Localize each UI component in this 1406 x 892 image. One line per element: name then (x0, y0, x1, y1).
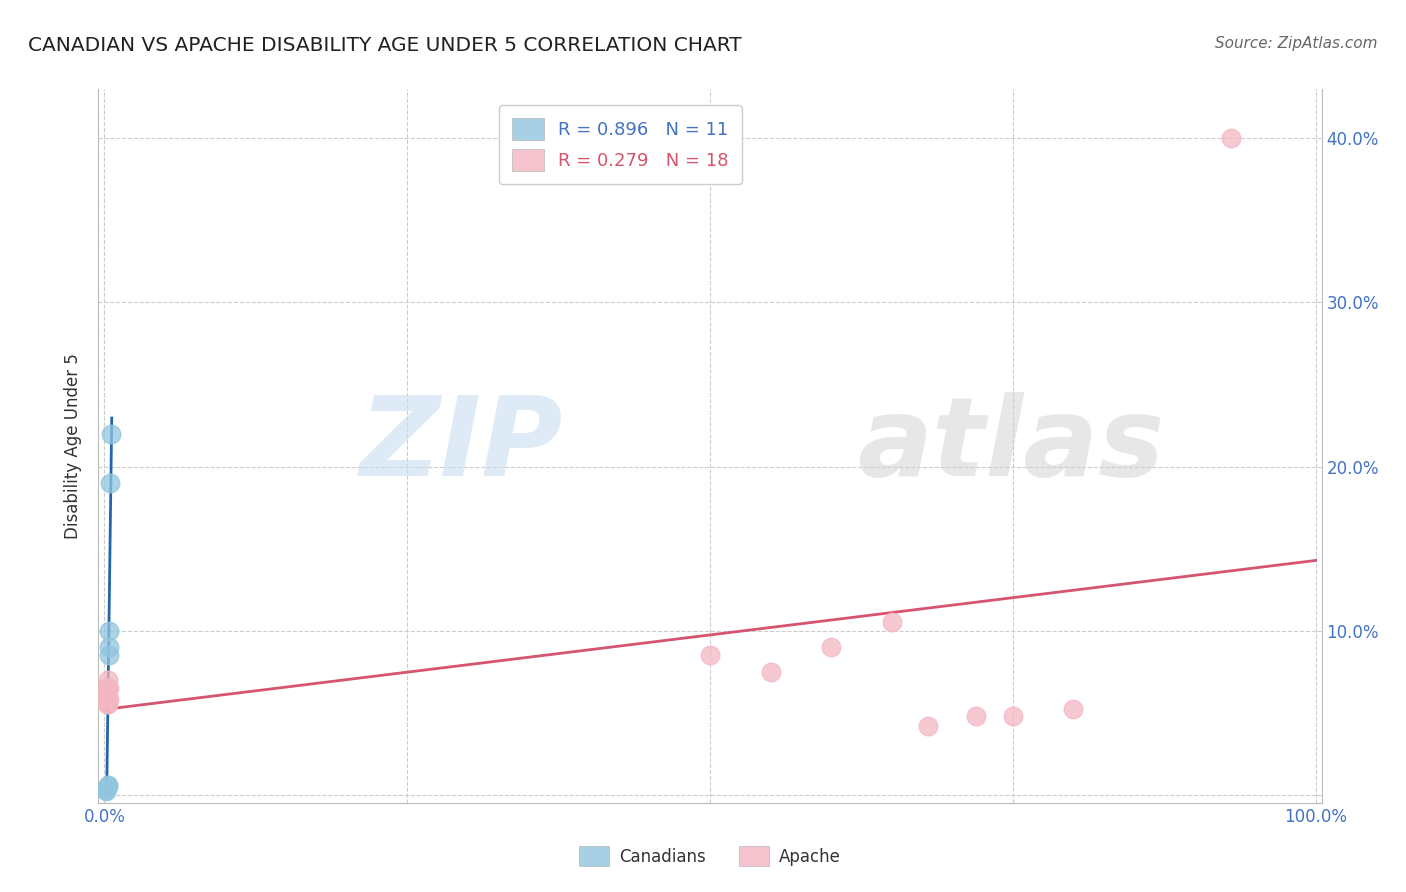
Point (97, 681, 120, 695)
Point (97, 648, 120, 662)
Point (966, 709, 988, 723)
Point (96, 681, 118, 695)
Point (96, 698, 118, 712)
Point (1219, 131, 1241, 145)
Point (1062, 702, 1084, 716)
Text: ZIP: ZIP (360, 392, 564, 500)
Point (98, 640, 121, 654)
Point (699, 648, 721, 662)
Point (1001, 709, 1024, 723)
Point (96, 782, 118, 797)
Point (98, 624, 121, 638)
Point (97, 778, 120, 792)
Point (880, 615, 903, 630)
Y-axis label: Disability Age Under 5: Disability Age Under 5 (65, 353, 83, 539)
Text: Source: ZipAtlas.com: Source: ZipAtlas.com (1215, 36, 1378, 51)
Point (820, 640, 842, 654)
Point (94, 689, 117, 703)
Point (97, 681, 120, 695)
Point (97, 673, 120, 687)
Point (94, 784, 117, 798)
Point (96, 689, 118, 703)
Point (917, 719, 939, 733)
Point (98, 475, 121, 490)
Point (96, 698, 118, 712)
Point (96, 780, 118, 794)
Text: CANADIAN VS APACHE DISABILITY AGE UNDER 5 CORRELATION CHART: CANADIAN VS APACHE DISABILITY AGE UNDER … (28, 36, 742, 54)
Text: atlas: atlas (856, 392, 1164, 500)
Legend: Canadians, Apache: Canadians, Apache (572, 839, 848, 873)
Point (98, 681, 121, 695)
Point (98, 692, 121, 706)
Point (100, 426, 122, 441)
Point (96, 780, 118, 795)
Point (759, 665, 782, 679)
